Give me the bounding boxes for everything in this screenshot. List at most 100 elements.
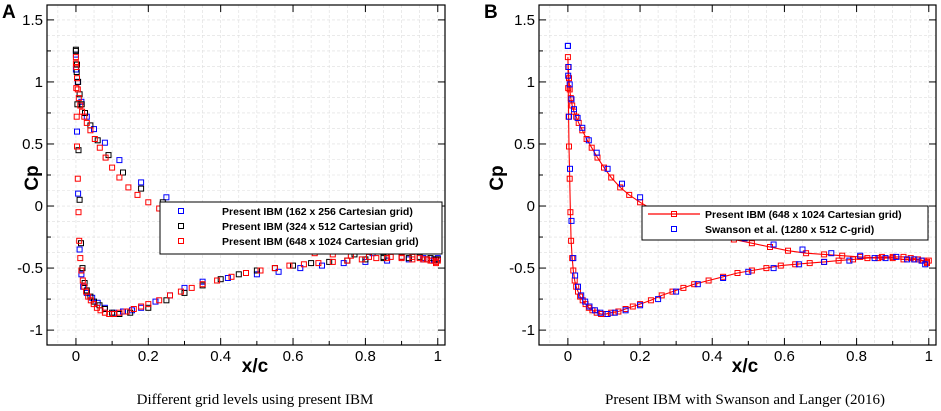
series-a-2-point <box>78 267 85 274</box>
series-a-1-point <box>181 289 188 296</box>
panel-b-caption: Present IBM with Swanson and Langer (201… <box>605 392 885 408</box>
series-a-2-point <box>73 113 80 120</box>
series-b-1-point <box>593 149 600 156</box>
panel-a-xlabel: x/c <box>242 356 269 377</box>
series-b-0-point <box>777 262 784 269</box>
series-a-2-point <box>271 265 278 272</box>
series-a-2-point <box>344 257 351 264</box>
series-b-1-point <box>795 261 802 268</box>
series-a-2-point <box>72 60 79 67</box>
y-tick-label: 0 <box>35 198 43 215</box>
y-tick-label: 0.5 <box>514 136 535 153</box>
series-b-1-point <box>586 303 593 310</box>
legend-b-label-ibm: Present IBM (648 x 1024 Cartesian grid) <box>705 209 902 221</box>
series-b-1-point <box>694 281 701 288</box>
x-tick-label: 1 <box>434 348 442 365</box>
series-a-1-point <box>405 255 412 262</box>
series-a-2-point <box>74 86 81 93</box>
series-b-1-point <box>846 257 853 264</box>
series-a-2-point <box>116 309 123 316</box>
series-a-2-point <box>74 75 80 82</box>
series-a-0-point <box>253 271 260 278</box>
series-a-2-point <box>81 113 88 120</box>
series-a-2-point <box>130 306 137 312</box>
series-b-1-point <box>604 311 611 317</box>
series-b-1-point <box>578 292 585 299</box>
series-b-0-point <box>608 174 615 181</box>
x-tick-label: 0 <box>72 348 80 365</box>
series-b-1-point <box>582 298 589 305</box>
series-a-0-point <box>275 268 282 275</box>
series-b-1-point <box>585 137 592 144</box>
series-a-2-point <box>96 144 103 151</box>
y-tick-label: 1.5 <box>514 12 535 29</box>
series-a-1-point <box>138 185 145 192</box>
series-b-1-point <box>575 283 581 290</box>
x-tick-label: 0.2 <box>138 348 159 365</box>
series-a-2-point <box>177 288 184 295</box>
series-b-1-point <box>828 250 835 257</box>
series-a-2-point <box>433 258 439 265</box>
series-a-2-point <box>416 255 423 262</box>
series-b-1-point <box>622 307 629 314</box>
series-a-2-point <box>72 54 79 61</box>
series-b-1-point <box>604 165 611 172</box>
series-b-1-point <box>568 96 575 103</box>
series-b-0-point <box>647 297 654 304</box>
series-b-1-point <box>770 265 777 272</box>
series-b-1-point <box>911 256 918 263</box>
legend-a-marker-648 <box>178 238 184 244</box>
series-b-0-point <box>785 247 791 254</box>
series-b-1-point <box>922 261 929 268</box>
y-tick-label: -0.5 <box>509 260 535 277</box>
series-b-0-point <box>567 95 574 102</box>
y-tick-label: 1.5 <box>22 12 43 29</box>
series-b-0-point <box>907 255 914 262</box>
series-b-0-point <box>566 143 572 150</box>
series-b-0-point <box>806 260 813 267</box>
series-b-1-point <box>619 180 625 187</box>
y-tick-label: 1 <box>527 74 535 91</box>
series-b-0-point <box>608 309 615 316</box>
series-b-0-point <box>875 255 882 262</box>
series-b-1-point <box>566 81 573 88</box>
series-a-2-point <box>243 270 249 276</box>
series-b-1-point <box>571 106 577 113</box>
panel-b-letter: B <box>484 2 498 23</box>
series-a-0-point <box>138 179 145 186</box>
series-a-2-point <box>286 262 293 269</box>
series-b-0-point <box>669 288 676 295</box>
panel-a-caption: Different grid levels using present IBM <box>137 392 374 408</box>
series-b-1-point <box>720 275 727 281</box>
series-b-1-point <box>611 309 618 316</box>
panel-a-grid <box>47 5 445 345</box>
series-a-2-point <box>373 255 380 262</box>
series-a-1-point <box>127 309 134 316</box>
series-b-0-point <box>566 175 573 182</box>
series-b-0-point <box>564 54 571 61</box>
series-a-0-point <box>116 157 123 164</box>
panel-a-legend: Present IBM (162 x 256 Cartesian grid) P… <box>159 201 443 255</box>
series-b-0-point <box>835 257 842 264</box>
series-b-1-point <box>572 272 579 279</box>
series-a-2-point <box>75 95 82 102</box>
series-b-0-point <box>626 191 633 198</box>
series-a-2-point <box>167 292 173 299</box>
y-tick-label: 0.5 <box>22 136 43 153</box>
x-tick-label: 0 <box>564 348 572 365</box>
panel-a-ylabel: Cp <box>22 165 43 190</box>
series-a-2-point <box>434 257 441 264</box>
series-b-0-point <box>748 240 755 247</box>
series-b-1-point <box>566 113 572 120</box>
series-b-0-point <box>658 292 665 299</box>
series-b-1-point <box>567 165 573 172</box>
series-a-2-point <box>228 273 235 280</box>
series-a-2-point <box>329 258 336 265</box>
series-a-1-point <box>217 276 224 283</box>
series-b-0-point <box>925 257 932 264</box>
series-b-1-point <box>882 255 889 262</box>
panel-a-ticks: 0 0.2 0.4 0.6 0.8 1 -1 -0.5 0 0.5 1 1.5 <box>17 5 445 365</box>
series-a-0-point <box>101 139 108 146</box>
series-b-0-point <box>748 267 755 274</box>
